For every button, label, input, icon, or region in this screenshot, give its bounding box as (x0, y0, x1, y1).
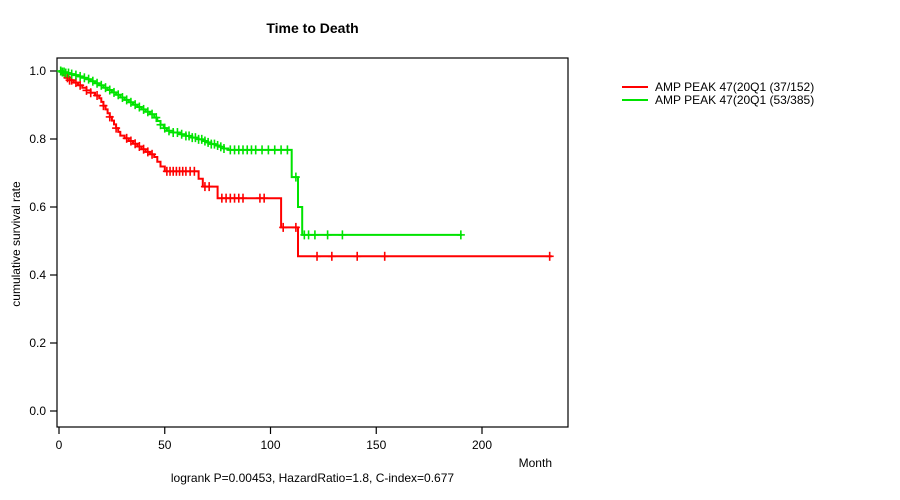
x-axis-tick-label: 100 (260, 438, 280, 452)
chart-title: Time to Death (266, 20, 359, 36)
legend-item-red: AMP PEAK 47(20Q1 (37/152) (622, 79, 815, 94)
y-axis-tick-label: 0.8 (29, 132, 46, 146)
x-axis-tick-label: 0 (56, 438, 63, 452)
legend-line-swatch-green (622, 98, 648, 101)
x-axis-title: Month (518, 456, 552, 470)
legend: AMP PEAK 47(20Q1 (37/152) AMP PEAK 47(20… (622, 79, 815, 107)
legend-label-green: AMP PEAK 47(20Q1 (53/385) (655, 92, 815, 107)
plot-border (56, 57, 569, 428)
statistics-footnote: logrank P=0.00453, HazardRatio=1.8, C-in… (170, 471, 455, 485)
y-axis-tick-label: 1.0 (29, 64, 46, 78)
x-axis-tick-label: 50 (158, 438, 172, 452)
y-axis-tick-label: 0.6 (29, 200, 46, 214)
y-axis-tick-label: 0.2 (29, 336, 46, 350)
legend-line-swatch-red (622, 85, 648, 88)
x-axis-tick-label: 200 (472, 438, 492, 452)
y-axis-title: cumulative survival rate (9, 181, 23, 307)
survival-curve-red (59, 70, 552, 258)
y-axis-tick-label: 0.0 (29, 404, 46, 418)
legend-label-red: AMP PEAK 47(20Q1 (37/152) (655, 79, 815, 94)
legend-item-green: AMP PEAK 47(20Q1 (53/385) (622, 92, 815, 107)
y-axis-tick-label: 0.4 (29, 268, 46, 282)
x-axis-tick-label: 150 (366, 438, 386, 452)
